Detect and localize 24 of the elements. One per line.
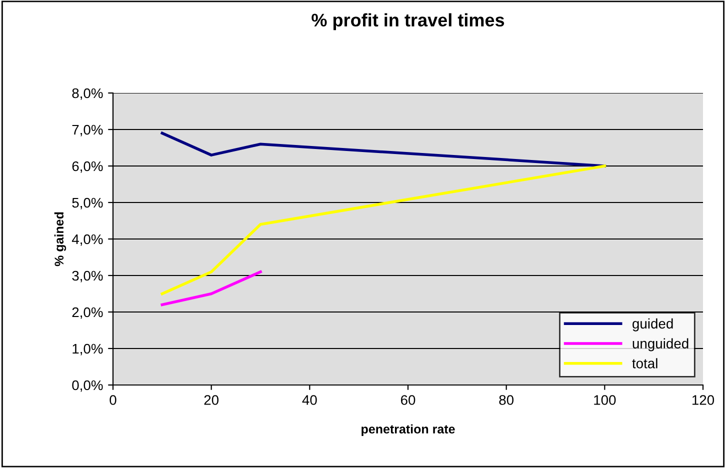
line-series (160, 132, 606, 168)
y-tick-label: 8,0% (72, 88, 103, 100)
legend-label: total (632, 358, 658, 368)
y-tick-label: 2,0% (72, 307, 103, 319)
x-tick-label: 100 (594, 395, 616, 405)
chart-title: % profit in travel times (312, 13, 504, 30)
legend-label: unguided (632, 338, 688, 352)
x-tick-label: 60 (400, 395, 416, 405)
x-tick-label: 80 (499, 395, 514, 405)
x-tick-label: 120 (692, 395, 714, 405)
x-tick-label: 0 (110, 395, 116, 405)
x-tick-label: 40 (302, 395, 317, 405)
x-tick-label: 20 (204, 395, 219, 405)
y-tick-label: 7,0% (72, 124, 103, 136)
y-tick-label: 4,0% (72, 234, 103, 246)
y-tick-label: 0,0% (72, 380, 103, 392)
y-tick-label: 1,0% (72, 344, 103, 356)
y-tick-label: 3,0% (72, 270, 103, 282)
legend-label: guided (632, 318, 673, 332)
y-tick-label: 5,0% (72, 198, 103, 210)
x-axis-title: penetration rate (362, 424, 455, 436)
y-axis-title: % gained (54, 212, 66, 266)
y-tick-label: 6,0% (72, 161, 103, 173)
line-series (160, 164, 606, 296)
